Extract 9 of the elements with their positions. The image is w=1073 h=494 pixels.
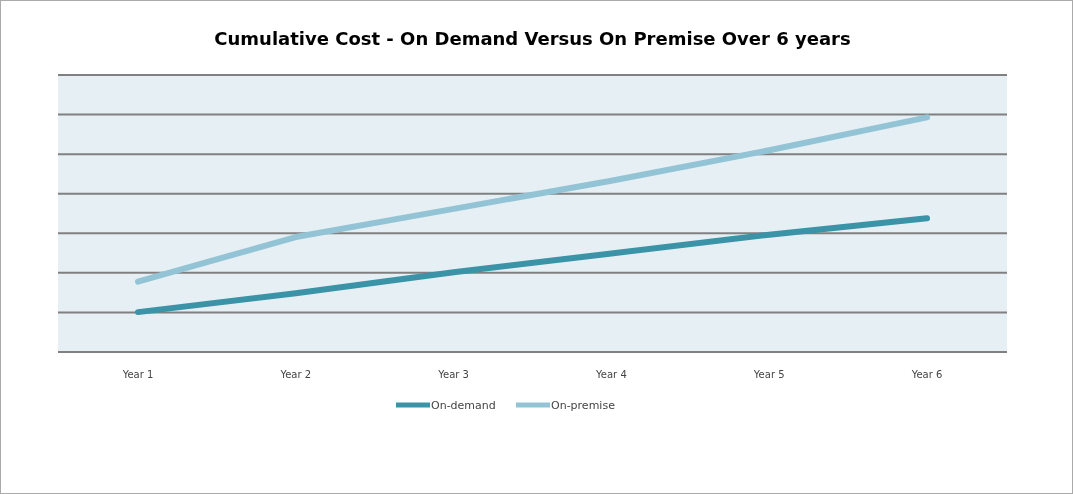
x-tick-label: Year 4 bbox=[595, 369, 627, 380]
legend-label: On-demand bbox=[431, 399, 496, 412]
x-tick-label: Year 3 bbox=[437, 369, 469, 380]
chart-title: Cumulative Cost - On Demand Versus On Premise Over 6 years bbox=[214, 28, 851, 49]
x-tick-label: Year 2 bbox=[279, 369, 312, 380]
x-tick-label: Year 6 bbox=[910, 369, 943, 380]
x-tick-label: Year 1 bbox=[121, 369, 154, 380]
legend-label: On-premise bbox=[551, 399, 616, 412]
x-tick-label: Year 5 bbox=[752, 369, 785, 380]
